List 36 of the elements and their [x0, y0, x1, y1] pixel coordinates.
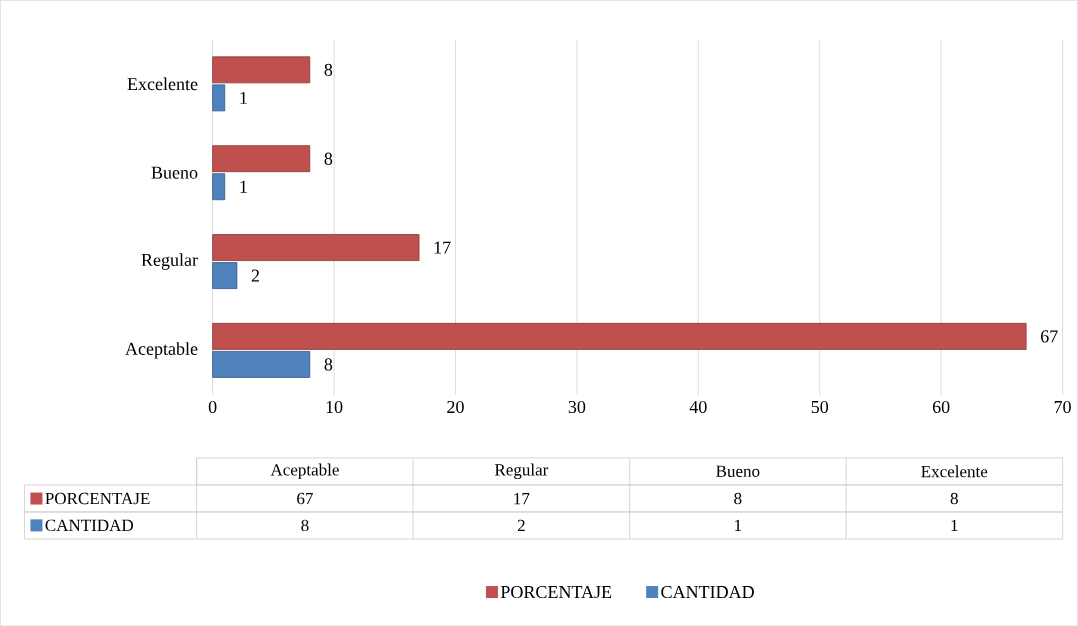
data-label: 17	[434, 241, 451, 254]
x-tick-label: 0	[208, 400, 217, 413]
data-label: 8	[324, 358, 333, 371]
data-label: 1	[240, 91, 247, 104]
category-label: Excelente	[921, 465, 988, 478]
text: 17	[514, 492, 530, 504]
x-tick-label: 10	[326, 400, 343, 413]
text: 8	[950, 492, 958, 505]
x-tick-label: 30	[568, 400, 586, 413]
text: 67	[297, 492, 313, 505]
x-tick-label: 40	[689, 400, 707, 413]
legend-label: CANTIDAD	[45, 519, 134, 531]
y-tick-label: Aceptable	[125, 342, 198, 359]
data-label: 8	[324, 63, 333, 76]
data-label: 67	[1041, 330, 1058, 343]
text: 1	[735, 519, 742, 531]
data-label: 8	[324, 152, 333, 165]
text: 1	[951, 519, 958, 531]
text: 8	[734, 492, 742, 505]
text: 2	[517, 519, 525, 531]
x-tick-label: 20	[447, 400, 464, 413]
category-label: Bueno	[716, 465, 760, 477]
category-label: Aceptable	[270, 463, 339, 479]
legend-label: PORCENTAJE	[45, 492, 150, 505]
text: PORCENTAJE	[500, 585, 612, 598]
text: CANTIDAD	[661, 585, 754, 598]
x-tick-label: 50	[811, 400, 829, 413]
y-tick-label: Excelente	[127, 77, 198, 90]
x-tick-label: 60	[932, 400, 950, 413]
y-tick-label: Bueno	[151, 166, 198, 179]
text: 8	[301, 519, 309, 531]
x-tick-label: 70	[1054, 400, 1071, 413]
category-label: Regular	[494, 463, 549, 479]
y-tick-label: Regular	[141, 253, 198, 270]
data-label: 1	[240, 180, 247, 193]
data-label: 2	[251, 269, 260, 282]
